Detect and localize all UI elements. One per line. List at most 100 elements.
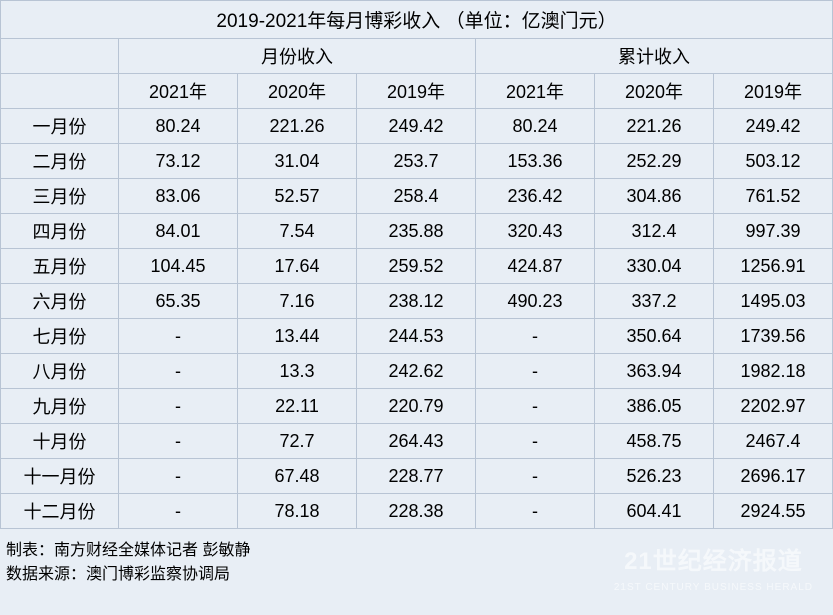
data-cell: 221.26 [595, 109, 714, 144]
data-cell: 73.12 [119, 144, 238, 179]
data-cell: 228.38 [357, 494, 476, 529]
revenue-table: 2019-2021年每月博彩收入 （单位：亿澳门元） 月份收入 累计收入 202… [0, 0, 833, 529]
month-label: 三月份 [1, 179, 119, 214]
table-footer: 制表：南方财经全媒体记者 彭敏静 数据来源：澳门博彩监察协调局 21世纪经济报道… [0, 529, 833, 615]
monthly-header: 月份收入 [119, 39, 476, 74]
data-cell: 386.05 [595, 389, 714, 424]
data-cell: 104.45 [119, 249, 238, 284]
table-row: 二月份73.1231.04253.7153.36252.29503.12 [1, 144, 833, 179]
month-label: 六月份 [1, 284, 119, 319]
data-cell: 2924.55 [714, 494, 833, 529]
data-cell: 78.18 [238, 494, 357, 529]
group-header-row: 月份收入 累计收入 [1, 39, 833, 74]
data-cell: 304.86 [595, 179, 714, 214]
data-cell: 1495.03 [714, 284, 833, 319]
data-cell: 258.4 [357, 179, 476, 214]
data-cell: - [476, 424, 595, 459]
table-row: 四月份84.017.54235.88320.43312.4997.39 [1, 214, 833, 249]
data-cell: 22.11 [238, 389, 357, 424]
data-cell: - [476, 459, 595, 494]
data-cell: 249.42 [357, 109, 476, 144]
empty-header [1, 74, 119, 109]
month-label: 十月份 [1, 424, 119, 459]
data-cell: 526.23 [595, 459, 714, 494]
table-row: 十二月份-78.18228.38-604.412924.55 [1, 494, 833, 529]
table-row: 三月份83.0652.57258.4236.42304.86761.52 [1, 179, 833, 214]
data-cell: - [119, 494, 238, 529]
data-cell: 13.44 [238, 319, 357, 354]
table-row: 八月份-13.3242.62-363.941982.18 [1, 354, 833, 389]
data-cell: 7.54 [238, 214, 357, 249]
data-cell: 153.36 [476, 144, 595, 179]
data-cell: - [119, 319, 238, 354]
month-label: 十二月份 [1, 494, 119, 529]
month-label: 七月份 [1, 319, 119, 354]
data-cell: 503.12 [714, 144, 833, 179]
year-header: 2019年 [357, 74, 476, 109]
title-row: 2019-2021年每月博彩收入 （单位：亿澳门元） [1, 1, 833, 39]
data-cell: 253.7 [357, 144, 476, 179]
year-header: 2021年 [119, 74, 238, 109]
month-label: 九月份 [1, 389, 119, 424]
year-header-row: 2021年 2020年 2019年 2021年 2020年 2019年 [1, 74, 833, 109]
month-label: 八月份 [1, 354, 119, 389]
data-cell: - [119, 424, 238, 459]
data-cell: 221.26 [238, 109, 357, 144]
month-label: 五月份 [1, 249, 119, 284]
table-row: 六月份65.357.16238.12490.23337.21495.03 [1, 284, 833, 319]
year-header: 2020年 [595, 74, 714, 109]
data-cell: - [476, 494, 595, 529]
data-cell: 236.42 [476, 179, 595, 214]
table-row: 七月份-13.44244.53-350.641739.56 [1, 319, 833, 354]
data-cell: 84.01 [119, 214, 238, 249]
data-cell: 80.24 [476, 109, 595, 144]
data-cell: 490.23 [476, 284, 595, 319]
data-cell: 2202.97 [714, 389, 833, 424]
data-cell: 220.79 [357, 389, 476, 424]
table-row: 十月份-72.7264.43-458.752467.4 [1, 424, 833, 459]
data-cell: 761.52 [714, 179, 833, 214]
data-cell: 363.94 [595, 354, 714, 389]
watermark-sub: 21ST CENTURY BUSINESS HERALD [614, 580, 813, 595]
data-cell: 337.2 [595, 284, 714, 319]
watermark: 21世纪经济报道 21ST CENTURY BUSINESS HERALD [614, 544, 813, 595]
data-cell: 67.48 [238, 459, 357, 494]
data-cell: 242.62 [357, 354, 476, 389]
table-container: 2019-2021年每月博彩收入 （单位：亿澳门元） 月份收入 累计收入 202… [0, 0, 833, 530]
data-cell: - [476, 354, 595, 389]
data-cell: - [476, 319, 595, 354]
data-cell: - [476, 389, 595, 424]
data-cell: 330.04 [595, 249, 714, 284]
data-cell: 65.35 [119, 284, 238, 319]
data-cell: 2467.4 [714, 424, 833, 459]
data-cell: 350.64 [595, 319, 714, 354]
data-cell: 320.43 [476, 214, 595, 249]
data-cell: 31.04 [238, 144, 357, 179]
data-cell: 312.4 [595, 214, 714, 249]
data-cell: 228.77 [357, 459, 476, 494]
data-cell: 244.53 [357, 319, 476, 354]
data-cell: 1256.91 [714, 249, 833, 284]
data-cell: 238.12 [357, 284, 476, 319]
data-cell: 424.87 [476, 249, 595, 284]
data-cell: 72.7 [238, 424, 357, 459]
data-cell: 7.16 [238, 284, 357, 319]
data-cell: 1982.18 [714, 354, 833, 389]
empty-header [1, 39, 119, 74]
data-cell: 83.06 [119, 179, 238, 214]
data-cell: 458.75 [595, 424, 714, 459]
month-label: 一月份 [1, 109, 119, 144]
data-cell: - [119, 354, 238, 389]
data-cell: 80.24 [119, 109, 238, 144]
month-label: 二月份 [1, 144, 119, 179]
data-cell: 264.43 [357, 424, 476, 459]
data-cell: 13.3 [238, 354, 357, 389]
table-title: 2019-2021年每月博彩收入 （单位：亿澳门元） [1, 1, 833, 39]
data-cell: 604.41 [595, 494, 714, 529]
data-cell: - [119, 459, 238, 494]
year-header: 2020年 [238, 74, 357, 109]
year-header: 2021年 [476, 74, 595, 109]
data-cell: 997.39 [714, 214, 833, 249]
watermark-main: 21世纪经济报道 [614, 544, 813, 580]
cumulative-header: 累计收入 [476, 39, 833, 74]
